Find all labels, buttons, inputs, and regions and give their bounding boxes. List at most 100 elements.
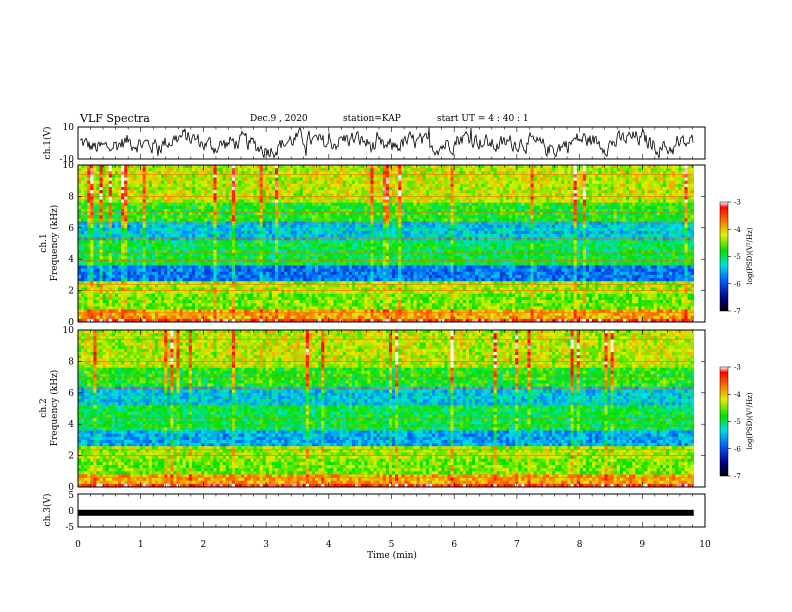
spectrogram-cell: [635, 215, 639, 219]
spectrogram-cell: [130, 183, 134, 188]
spectrogram-cell: [425, 202, 430, 207]
spectrogram-cell: [308, 215, 313, 219]
spectrogram-cell: [188, 186, 193, 191]
spectrogram-cell: [194, 202, 199, 207]
spectrogram-cell: [355, 171, 359, 175]
spectrogram-cell: [342, 234, 347, 238]
spectrogram-cell: [545, 165, 550, 169]
spectrogram-cell: [425, 215, 430, 219]
spectrogram-cell: [235, 165, 239, 169]
spectrogram-cell: [527, 193, 531, 197]
spectrogram-cell: [231, 205, 236, 210]
spectrogram-cell: [367, 202, 371, 207]
spectrogram-cell: [271, 180, 276, 185]
spectrogram-cell: [284, 230, 288, 235]
spectrogram-cell: [111, 215, 116, 219]
spectrogram-cell: [607, 196, 611, 200]
spectrogram-cell: [151, 171, 156, 175]
spectrogram-cell: [659, 177, 664, 181]
spectrogram-cell: [388, 196, 393, 200]
spectrogram-cell: [151, 205, 156, 210]
spectrogram-cell: [151, 183, 156, 188]
spectrogram-cell: [318, 208, 322, 213]
spectrogram-cell: [539, 230, 544, 235]
spectrogram-cell: [228, 177, 233, 181]
spectrogram-cell: [502, 199, 507, 203]
spectrogram-cell: [361, 224, 365, 229]
spectrogram-cell: [271, 208, 276, 213]
spectrogram-cell: [228, 202, 233, 207]
spectrogram-cell: [604, 215, 608, 219]
spectrogram-cell: [475, 180, 479, 185]
spectrogram-cell: [124, 174, 128, 178]
spectrogram-cell: [241, 168, 245, 172]
spectrogram-cell: [96, 186, 100, 191]
spectrogram-cell: [81, 205, 85, 210]
spectrogram-cell: [435, 208, 439, 213]
spectrogram-cell: [549, 190, 553, 194]
spectrogram-cell: [139, 196, 143, 200]
spectrogram-cell: [462, 196, 467, 200]
spectrogram-cell: [638, 177, 642, 181]
spectrogram-cell: [293, 205, 297, 210]
spectrogram-cell: [336, 196, 340, 200]
spectrogram-cell: [201, 208, 205, 213]
spectrogram-cell: [158, 199, 162, 203]
spectrogram-cell: [638, 190, 642, 194]
spectrogram-cell: [490, 177, 494, 181]
spectrogram-cell: [379, 227, 384, 232]
spectrogram-cell: [127, 240, 131, 244]
spectrogram-cell: [373, 186, 377, 191]
spectrogram-cell: [278, 230, 282, 235]
spectrogram-cell: [518, 205, 522, 210]
spectrogram-cell: [321, 218, 325, 222]
spectrogram-cell: [158, 240, 162, 244]
spectrogram-cell: [216, 196, 220, 200]
spectrogram-cell: [176, 234, 180, 238]
spectrogram-cell: [521, 215, 525, 219]
spectrogram-cell: [462, 186, 467, 191]
spectrogram-cell: [311, 202, 316, 207]
spectrogram-cell: [318, 218, 322, 222]
spectrogram-cell: [105, 193, 110, 197]
spectrogram-cell: [502, 177, 507, 181]
spectrogram-cell: [505, 168, 510, 172]
spectrogram-cell: [684, 183, 688, 188]
spectrogram-cell: [521, 177, 525, 181]
spectrogram-cell: [530, 196, 534, 200]
spectrogram-cell: [154, 234, 159, 238]
spectrogram-cell: [690, 171, 695, 175]
spectrogram-cell: [487, 190, 491, 194]
spectrogram-cell: [475, 227, 479, 232]
spectrogram-cell: [105, 180, 110, 185]
spectrogram-cell: [201, 215, 205, 219]
spectrogram-cell: [102, 168, 107, 172]
spectrogram-cell: [191, 230, 196, 235]
spectrogram-cell: [111, 205, 116, 210]
spectrogram-cell: [484, 208, 488, 213]
spectrogram-cell: [290, 168, 294, 172]
spectrogram-cell: [235, 208, 239, 213]
spectrogram-cell: [225, 202, 230, 207]
spectrogram-cell: [438, 186, 442, 191]
spectrogram-cell: [656, 183, 661, 188]
spectrogram-cell: [256, 174, 260, 178]
spectrogram-cell: [681, 174, 685, 178]
spectrogram-cell: [256, 202, 260, 207]
spectrogram-cell: [302, 196, 307, 200]
spectrogram-cell: [219, 196, 223, 200]
spectrogram-cell: [619, 183, 624, 188]
spectrogram-cell: [210, 180, 214, 185]
spectrogram-cell: [207, 174, 211, 178]
spectrogram-cell: [690, 224, 695, 229]
spectrogram-cell: [576, 202, 581, 207]
spectrogram-cell: [145, 171, 150, 175]
spectrogram-cell: [610, 171, 614, 175]
spectrogram-cell: [179, 193, 183, 197]
spectrogram-cell: [450, 193, 454, 197]
spectrogram-cell: [481, 174, 485, 178]
spectrogram-cell: [573, 218, 578, 222]
spectrogram-cell: [139, 168, 143, 172]
spectrogram-cell: [595, 212, 599, 216]
spectrogram-cell: [690, 196, 695, 200]
